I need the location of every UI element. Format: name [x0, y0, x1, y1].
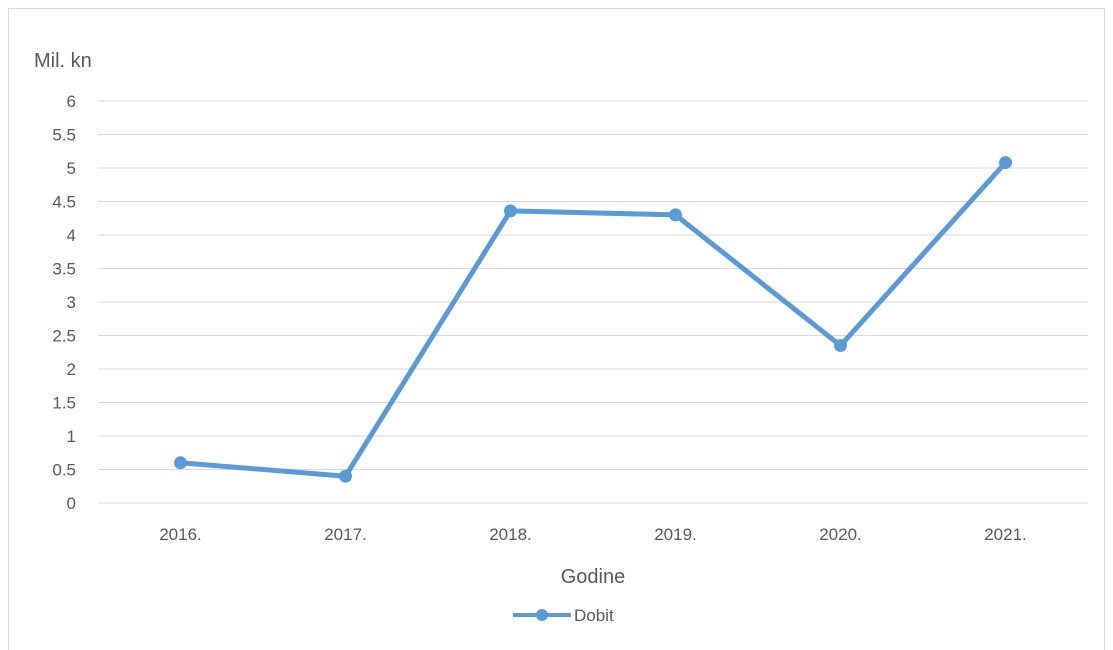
y-tick-label: 0: [67, 494, 76, 513]
x-tick-label: 2016.: [159, 525, 202, 544]
x-tick-label: 2018.: [489, 525, 532, 544]
legend-label-dobit: Dobit: [574, 606, 614, 625]
legend-point-marker: [536, 609, 548, 621]
y-tick-label: 4: [67, 226, 76, 245]
y-tick-label: 2: [67, 360, 76, 379]
x-tick-label: 2019.: [654, 525, 697, 544]
chart-frame: [8, 8, 1105, 650]
y-tick-label: 3.5: [52, 260, 76, 279]
x-axis-title: Godine: [561, 566, 626, 588]
gridlines: [98, 100, 1088, 470]
series-layer: [174, 156, 1012, 483]
data-point: [999, 156, 1012, 170]
y-axis-title: Mil. kn: [34, 50, 92, 72]
y-tick-label: 2.5: [52, 327, 76, 346]
data-point: [339, 469, 352, 483]
x-tick-label: 2020.: [819, 525, 862, 544]
data-point: [669, 208, 682, 222]
data-point: [174, 456, 187, 470]
series-line-dobit: [178, 160, 1008, 479]
y-tick-label: 1.5: [52, 394, 76, 413]
data-point: [834, 339, 847, 353]
y-axis-tick-labels: 0 0.5 1 1.5 2 2.5 3 3.5 4 4.5 5 5.5 6: [52, 92, 76, 513]
data-point: [504, 204, 517, 218]
y-tick-label: 5.5: [52, 126, 76, 145]
y-tick-label: 0.5: [52, 461, 76, 480]
x-axis-tick-labels: 2016. 2017. 2018. 2019. 2020. 2021.: [159, 525, 1027, 544]
legend: Dobit: [513, 606, 614, 625]
y-tick-label: 4.5: [52, 193, 76, 212]
y-tick-label: 6: [67, 92, 76, 111]
x-tick-label: 2021.: [984, 525, 1027, 544]
y-tick-label: 5: [67, 159, 76, 178]
y-tick-label: 3: [67, 293, 76, 312]
y-tick-label: 1: [67, 427, 76, 446]
x-tick-label: 2017.: [324, 525, 367, 544]
